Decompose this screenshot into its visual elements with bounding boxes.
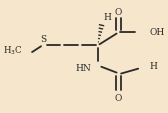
Text: O: O [115, 94, 122, 102]
Text: O: O [115, 8, 122, 16]
Text: H$_3$C: H$_3$C [3, 45, 23, 57]
Text: H: H [149, 62, 157, 71]
Text: HN: HN [76, 64, 91, 73]
Text: OH: OH [150, 28, 165, 37]
Text: S: S [41, 35, 47, 44]
Text: H: H [103, 13, 111, 22]
